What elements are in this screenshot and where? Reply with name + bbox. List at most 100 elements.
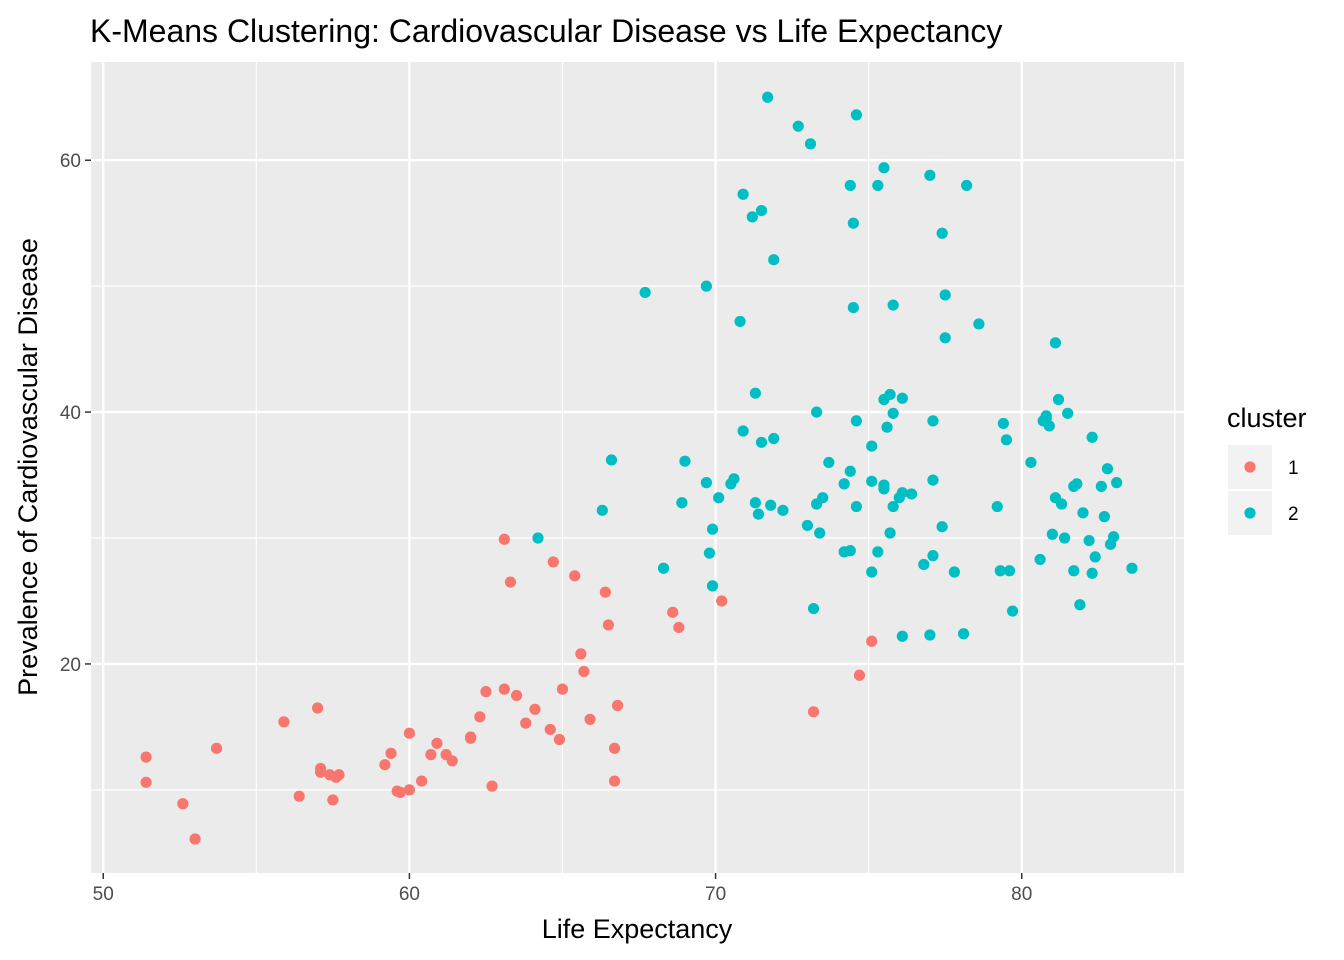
y-axis: 20 40 60: [60, 151, 91, 676]
data-point-cluster-2: [878, 162, 890, 174]
data-point-cluster-1: [602, 619, 615, 631]
data-point-cluster-2: [804, 138, 817, 150]
y-tick-label: 60: [60, 151, 81, 172]
data-point-cluster-2: [817, 492, 829, 504]
data-point-cluster-1: [667, 606, 679, 618]
data-point-cluster-1: [446, 755, 458, 767]
data-point-cluster-2: [1101, 463, 1114, 475]
data-point-cluster-1: [140, 776, 152, 788]
data-point-cluster-1: [498, 683, 510, 695]
data-point-cluster-2: [887, 500, 899, 513]
data-point-cluster-2: [1074, 599, 1086, 611]
minor-gridlines: [91, 62, 1184, 873]
data-point-cluster-2: [814, 527, 826, 539]
data-point-cluster-2: [936, 521, 948, 533]
legend-label-cluster-1: 1: [1288, 458, 1299, 479]
data-point-cluster-2: [596, 504, 608, 516]
data-point-cluster-2: [1046, 528, 1058, 540]
data-point-cluster-2: [905, 488, 918, 500]
data-point-cluster-2: [939, 332, 951, 344]
data-point-cluster-1: [611, 699, 624, 712]
data-point-cluster-1: [210, 742, 223, 754]
data-point-cluster-2: [887, 407, 899, 419]
data-point-cluster-2: [1062, 407, 1074, 419]
data-point-cluster-2: [896, 630, 908, 642]
y-axis-title: Prevalence of Cardiovascular Disease: [13, 238, 43, 696]
data-point-cluster-2: [746, 211, 758, 223]
data-point-cluster-1: [140, 751, 152, 763]
data-point-cluster-2: [706, 580, 719, 592]
x-axis: 50 60 70 80: [93, 873, 1032, 905]
data-point-cluster-2: [1068, 565, 1080, 577]
data-point-cluster-2: [734, 315, 746, 328]
legend-label-cluster-2: 2: [1288, 504, 1299, 525]
data-point-cluster-2: [1003, 565, 1016, 577]
major-gridlines: [91, 62, 1184, 873]
data-point-cluster-1: [474, 711, 486, 723]
data-point-cluster-2: [807, 602, 820, 615]
data-point-cluster-2: [639, 286, 651, 299]
data-point-cluster-1: [465, 732, 477, 744]
data-point-cluster-2: [927, 474, 939, 486]
data-point-cluster-1: [416, 775, 428, 787]
data-point-cluster-2: [896, 392, 908, 404]
data-point-cluster-2: [1034, 553, 1046, 566]
data-point-cluster-1: [177, 798, 189, 810]
data-point-cluster-2: [605, 454, 618, 466]
data-point-cluster-2: [1040, 410, 1052, 422]
data-point-cluster-2: [1043, 420, 1055, 432]
data-point-cluster-2: [801, 519, 814, 532]
data-point-cluster-2: [1107, 531, 1120, 543]
data-point-cluster-2: [884, 388, 896, 401]
data-point-cluster-2: [847, 301, 859, 314]
legend-items: 12: [1228, 445, 1299, 535]
data-point-cluster-1: [510, 689, 523, 702]
data-point-cluster-2: [847, 217, 859, 229]
data-point-cluster-2: [755, 204, 768, 217]
data-point-cluster-1: [431, 737, 443, 749]
data-point-cluster-2: [1083, 534, 1095, 547]
data-point-cluster-2: [706, 523, 719, 535]
data-point-cluster-2: [1052, 393, 1065, 406]
data-point-cluster-1: [486, 780, 498, 792]
data-point-cluster-2: [927, 415, 939, 427]
x-tick-label: 60: [399, 884, 420, 905]
x-tick-label: 70: [705, 884, 726, 905]
data-point-cluster-2: [844, 465, 856, 477]
data-point-cluster-1: [544, 723, 556, 736]
data-point-cluster-1: [293, 790, 305, 802]
data-point-cluster-2: [850, 500, 863, 513]
data-point-cluster-2: [973, 318, 985, 330]
data-point-cluster-2: [866, 475, 878, 487]
data-point-cluster-2: [1086, 567, 1098, 579]
data-point-cluster-2: [881, 421, 893, 433]
data-point-cluster-2: [755, 436, 768, 448]
data-point-cluster-1: [553, 733, 566, 746]
data-point-cluster-2: [700, 477, 712, 489]
data-point-cluster-1: [866, 635, 878, 647]
data-point-cluster-2: [1111, 477, 1123, 489]
legend-title: cluster: [1227, 403, 1307, 433]
data-point-cluster-1: [311, 702, 324, 714]
data-point-cluster-1: [379, 759, 391, 771]
data-point-cluster-2: [823, 456, 835, 469]
data-point-cluster-2: [850, 109, 863, 121]
data-point-cluster-2: [532, 532, 544, 544]
data-point-cluster-2: [924, 629, 936, 641]
data-point-cluster-1: [504, 576, 517, 588]
data-point-cluster-2: [768, 432, 780, 445]
data-point-cluster-2: [1098, 511, 1110, 523]
y-tick-label: 40: [60, 403, 81, 424]
data-point-cluster-2: [737, 425, 749, 437]
data-point-cluster-1: [608, 775, 621, 787]
data-point-cluster-2: [752, 508, 765, 520]
data-point-cluster-2: [1126, 562, 1138, 574]
data-point-cluster-2: [1089, 551, 1101, 563]
data-point-cluster-2: [762, 91, 774, 103]
data-point-cluster-2: [948, 566, 960, 578]
legend: cluster 12: [1227, 403, 1307, 535]
data-point-cluster-1: [520, 717, 532, 729]
data-point-cluster-1: [807, 706, 820, 718]
chart-title: K-Means Clustering: Cardiovascular Disea…: [90, 13, 1002, 49]
x-axis-title: Life Expectancy: [542, 914, 733, 944]
